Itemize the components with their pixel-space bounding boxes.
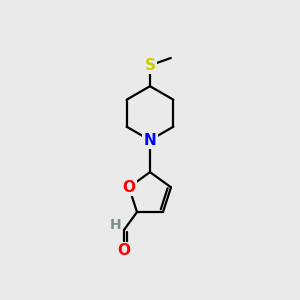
- Text: H: H: [110, 218, 121, 232]
- Text: O: O: [122, 180, 136, 195]
- Text: O: O: [118, 243, 130, 258]
- Text: N: N: [144, 133, 156, 148]
- Text: S: S: [145, 58, 155, 73]
